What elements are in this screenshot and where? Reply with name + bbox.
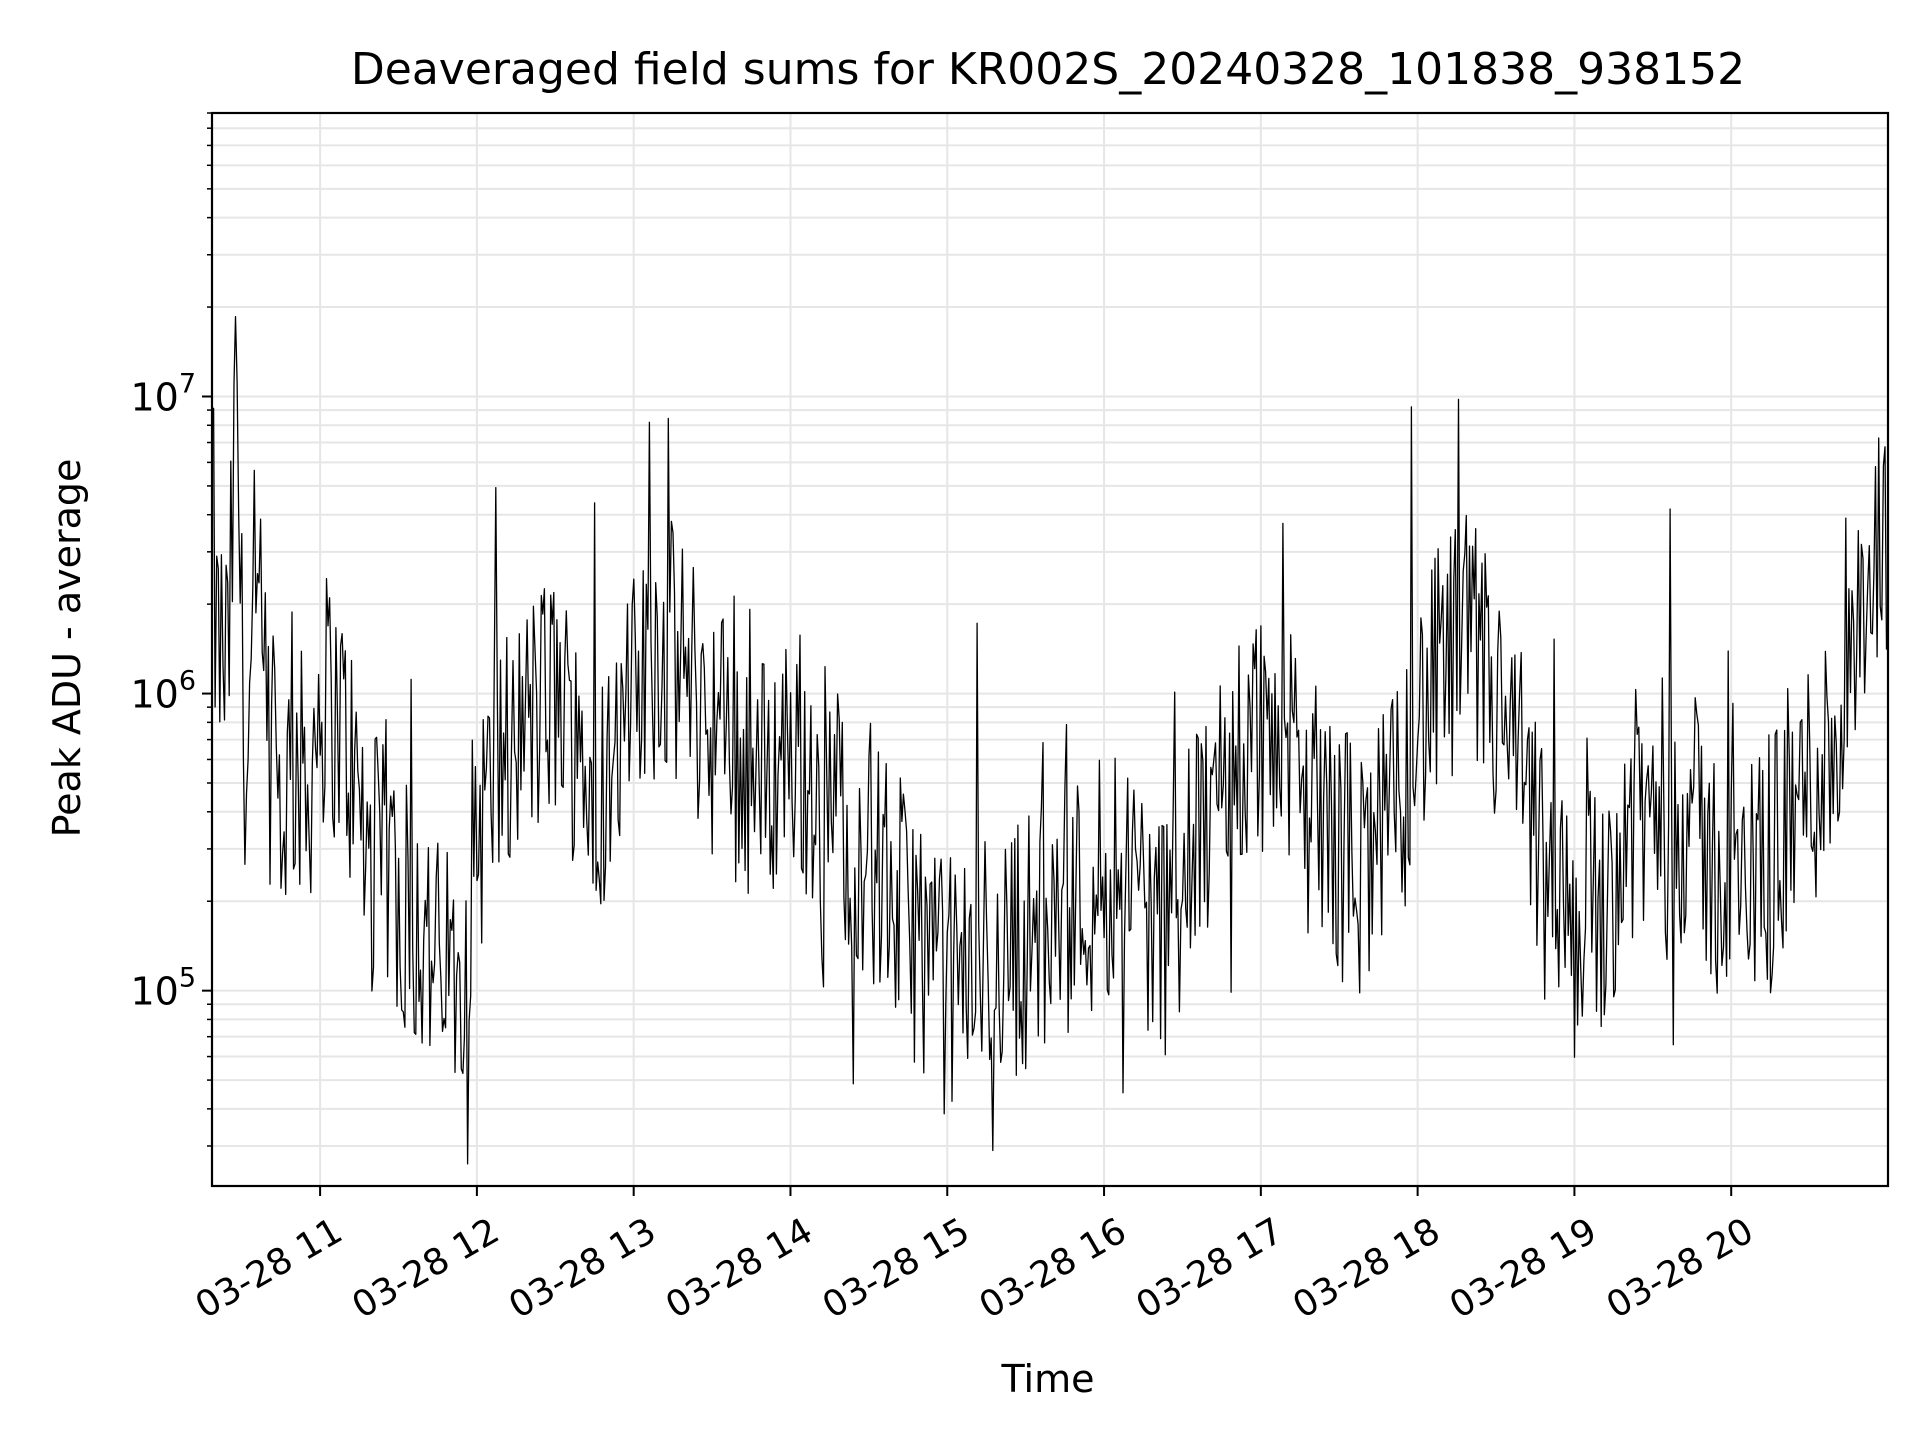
chart-title: Deaveraged field sums for KR002S_2024032… xyxy=(351,44,1745,95)
y-tick-label: 107 xyxy=(130,368,196,419)
y-tick-label: 105 xyxy=(130,963,196,1014)
y-axis: 105 106 107 xyxy=(130,112,212,1147)
plot-area xyxy=(210,111,1890,1188)
y-tick-label: 106 xyxy=(130,666,196,717)
series-line xyxy=(211,315,1888,1165)
plot-frame xyxy=(210,111,1890,1188)
y-axis-label: Peak ADU - average xyxy=(45,459,89,838)
grid-minor xyxy=(212,112,1888,1147)
x-axis-label: Time xyxy=(1001,1357,1095,1401)
plot-background xyxy=(212,113,1888,1186)
